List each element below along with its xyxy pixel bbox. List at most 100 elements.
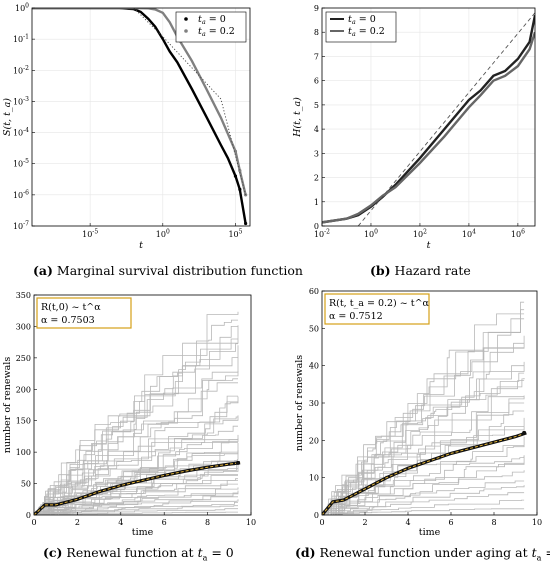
trajectory bbox=[34, 501, 238, 515]
x-tick-label: 4 bbox=[405, 518, 410, 527]
trajectory bbox=[322, 365, 525, 515]
x-tick-label: 10-5 bbox=[82, 229, 98, 240]
trajectory bbox=[322, 361, 525, 515]
annotation-box bbox=[36, 297, 132, 329]
annotation-alpha: α = 0.7512 bbox=[329, 311, 383, 322]
y-tick-label: 4 bbox=[314, 125, 319, 134]
x-tick-label: 8 bbox=[491, 518, 496, 527]
legend-a: ta = 0ta = 0.2 bbox=[175, 11, 247, 43]
series-line-ta02 bbox=[322, 31, 535, 224]
y-axis-label: S(t, t_a) bbox=[2, 98, 13, 136]
legend-label: ta = 0.2 bbox=[348, 26, 385, 38]
legend-box bbox=[175, 11, 247, 43]
power-law-fit-line bbox=[322, 432, 527, 515]
legend-label: ta = 0 bbox=[198, 14, 226, 26]
trajectories-c bbox=[34, 311, 239, 515]
x-tick-label: 8 bbox=[205, 518, 210, 527]
trajectory bbox=[322, 396, 525, 515]
x-tick-label: 0 bbox=[319, 518, 324, 527]
x-tick-label: 0 bbox=[31, 518, 36, 527]
y-tick-label: 100 bbox=[16, 448, 31, 457]
legend-marker bbox=[184, 17, 188, 21]
trajectory bbox=[322, 309, 525, 515]
ticks-b: 10-2 100 102 104 106 0 1 2 3 4 5 6 7 8 9 bbox=[314, 4, 525, 239]
x-tick-label: 2 bbox=[75, 518, 80, 527]
y-tick-label: 8 bbox=[314, 28, 319, 37]
annotation-box bbox=[324, 293, 430, 325]
y-tick-label: 10-6 bbox=[13, 189, 29, 200]
y-tick-label: 10-4 bbox=[13, 127, 29, 138]
y-axis-label: number of renewals bbox=[2, 357, 13, 454]
annotation-formula: R(t, t_a = 0.2) ~ t^α bbox=[329, 298, 430, 309]
legend-marker bbox=[184, 29, 188, 33]
plot-area-b bbox=[322, 12, 535, 226]
axes-frame-b bbox=[321, 7, 536, 227]
x-tick-label: 6 bbox=[162, 518, 167, 527]
trajectory bbox=[322, 485, 525, 515]
trajectories-d bbox=[322, 301, 525, 515]
trajectory bbox=[322, 462, 525, 515]
trajectory bbox=[34, 401, 238, 515]
caption-c: (c) Renewal function at ta = 0 bbox=[43, 545, 234, 563]
y-axis-label: H(t, t_a) bbox=[292, 97, 303, 138]
trajectory bbox=[322, 380, 525, 515]
x-axis-label: t bbox=[139, 240, 143, 251]
x-tick-label: 102 bbox=[413, 229, 427, 240]
trajectory bbox=[34, 345, 239, 515]
y-tick-label: 350 bbox=[16, 291, 31, 300]
annotation-c: R(t,0) ~ t^α α = 0.7503 bbox=[36, 297, 132, 329]
y-tick-label: 5 bbox=[314, 101, 319, 110]
y-tick-label: 0 bbox=[26, 511, 31, 520]
x-tick-label: 106 bbox=[511, 229, 525, 240]
y-tick-label: 250 bbox=[16, 354, 31, 363]
y-axis-label: number of renewals bbox=[294, 355, 305, 452]
trajectory bbox=[322, 508, 525, 515]
y-tick-label: 50 bbox=[21, 480, 31, 489]
y-tick-label: 3 bbox=[314, 149, 319, 158]
plot-area-c bbox=[34, 311, 241, 515]
y-tick-label: 10-5 bbox=[13, 158, 29, 169]
trajectory bbox=[322, 417, 525, 515]
x-tick-label: 4 bbox=[118, 518, 123, 527]
y-tick-label: 10-7 bbox=[13, 221, 29, 232]
fit-end-point bbox=[235, 460, 240, 465]
axes-frame-a bbox=[31, 7, 251, 227]
legend-box bbox=[325, 11, 397, 43]
trajectory bbox=[322, 318, 525, 515]
trajectory bbox=[322, 499, 525, 515]
x-tick-label: 100 bbox=[364, 229, 378, 240]
annotation-alpha: α = 0.7503 bbox=[41, 315, 95, 326]
legend-label: ta = 0.2 bbox=[198, 26, 235, 38]
ticks-a: 10-5 100 105 10-7 10-6 10-5 10-4 10-3 10-2 10-1 10… bbox=[13, 3, 243, 240]
y-tick-label: 0 bbox=[314, 222, 319, 231]
x-tick-label: 104 bbox=[462, 229, 476, 240]
y-tick-label: 30 bbox=[309, 399, 319, 408]
y-tick-label: 2 bbox=[314, 174, 319, 183]
annotation-d: R(t, t_a = 0.2) ~ t^α α = 0.7512 bbox=[324, 293, 430, 325]
y-tick-label: 10-3 bbox=[13, 96, 29, 107]
fit-end-point bbox=[522, 430, 527, 435]
caption-b: (b) Hazard rate bbox=[370, 263, 471, 278]
trajectory bbox=[34, 425, 238, 515]
trajectory bbox=[322, 470, 525, 515]
x-tick-label: 2 bbox=[362, 518, 367, 527]
trajectory bbox=[34, 505, 238, 515]
x-axis-label: time bbox=[132, 527, 154, 538]
annotation-formula: R(t,0) ~ t^α bbox=[41, 302, 101, 313]
data-point bbox=[233, 174, 238, 178]
x-tick-label: 10 bbox=[246, 518, 256, 527]
y-tick-label: 6 bbox=[314, 77, 319, 86]
trajectory bbox=[34, 442, 238, 515]
trajectory bbox=[322, 436, 525, 515]
y-tick-label: 60 bbox=[309, 287, 319, 296]
power-law-fit-line bbox=[34, 462, 241, 515]
trajectory bbox=[34, 511, 238, 515]
y-tick-label: 300 bbox=[16, 322, 31, 331]
x-tick-label: 105 bbox=[228, 229, 242, 240]
y-tick-label: 200 bbox=[16, 385, 31, 394]
trajectory bbox=[34, 396, 239, 515]
trajectory bbox=[322, 492, 525, 515]
